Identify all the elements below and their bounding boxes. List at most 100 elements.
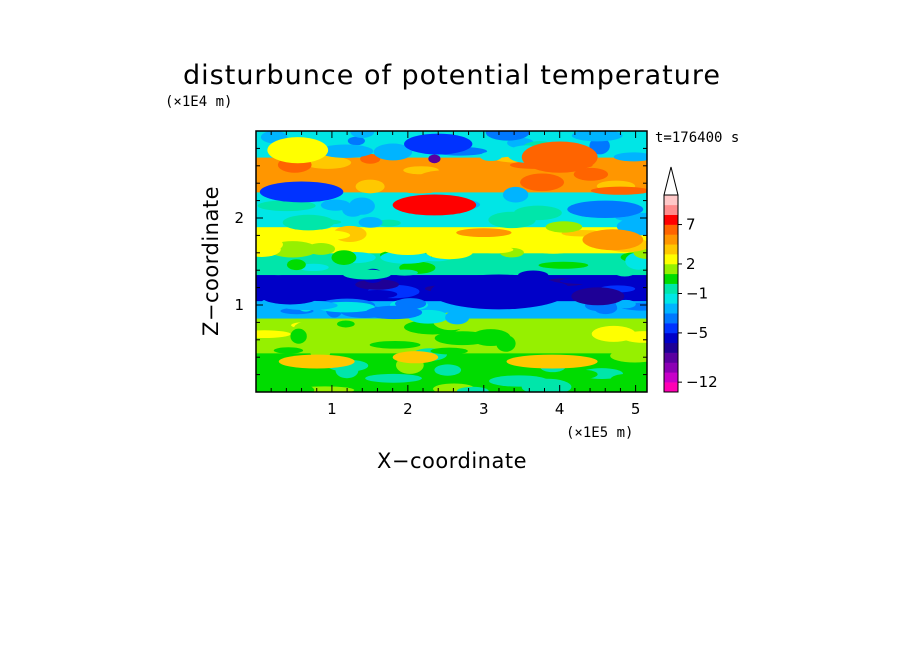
ripple [256,330,291,339]
ripple [545,221,583,233]
colorbar-segment [664,283,678,294]
colorbar-segment [664,234,678,245]
colorbar-segment [664,224,678,235]
ripple [298,263,329,272]
ripple [377,219,401,227]
colorbar-segment [664,313,678,324]
chart-title: disturbunce of potential temperature [183,60,721,91]
colorbar-segment [664,195,678,206]
colorbar-tick-label: −12 [686,373,718,391]
x-tick-label: 5 [631,400,641,418]
x-tick-label: 1 [327,400,337,418]
ripple [476,246,514,254]
ripple [320,199,351,211]
ripple [456,386,489,392]
colorbar-segment [664,293,678,304]
x-tick-label: 3 [479,400,489,418]
ripple [356,290,398,299]
ripple [445,310,470,325]
colorbar-tick-label: 2 [686,255,696,273]
ripple [256,336,277,344]
ripple [318,144,374,158]
plot-frame [255,130,648,393]
feature-0 [392,194,477,216]
ripple [610,373,647,385]
colorbar-segment [664,352,678,363]
colorbar-segment [664,332,678,344]
ripple [434,364,462,376]
ripple [456,228,512,238]
ripple [358,217,383,228]
colorbar-tick-label: −5 [686,324,708,342]
ripple [348,197,375,215]
ripple [485,131,530,141]
ripple [369,341,421,349]
ripple [295,219,342,226]
colorbar-segment [664,323,678,334]
colorbar-segment [664,244,678,255]
colorbar-segment [664,254,678,265]
ripple [615,299,636,309]
ripple [418,170,476,186]
ripple [476,261,497,273]
colorbar-segment [664,263,678,275]
ripple [337,320,355,328]
x-tick-label: 2 [403,400,413,418]
ripple [479,151,502,161]
feature-7 [430,274,568,310]
colorbar-segment [664,273,678,284]
ripple [365,373,422,383]
colorbar-segment [664,214,678,225]
ripple [360,153,381,164]
feature-1 [404,133,473,155]
ripple [430,347,468,355]
y-axis-label: Z−coordinate [199,186,223,336]
ripple [267,283,314,302]
ripple [268,383,315,392]
ripple [347,136,365,146]
ripple [331,250,357,265]
colorbar-segment [664,303,678,314]
y-tick-label: 1 [234,296,244,314]
x-axis-label: X−coordinate [377,449,527,473]
ripple [365,305,423,320]
colorbar-segment [664,382,678,393]
feature-3 [521,141,598,173]
feature-8 [278,354,355,369]
ripple [355,279,400,290]
colorbar-segment [664,204,678,215]
ripple [579,254,629,266]
ripple [614,268,635,277]
ripple [570,369,598,379]
feature-2 [428,154,441,164]
ripple [591,325,636,342]
ripple [590,186,647,195]
ripple [521,378,572,392]
ripple [571,131,623,142]
feature-5 [567,200,644,218]
colorbar-segment [664,362,678,373]
colorbar-segment [664,342,678,353]
contour-field [256,131,647,392]
colorbar-segment [664,372,678,383]
x-tick-label: 4 [555,400,565,418]
ripple [425,244,473,260]
ripple [434,331,491,346]
ripple [290,328,307,344]
ripple [571,287,625,306]
colorbar-extend-arrow [663,166,679,196]
feature-9 [506,354,598,369]
ripple [256,235,283,254]
time-label: t=176400 s [655,130,739,146]
colorbar-tick-label: −1 [686,285,708,303]
ripple [589,137,610,155]
feature-11 [582,229,644,251]
x-unit-label: (×1E5 m) [566,425,633,441]
ripple [373,143,413,161]
y-axis: 12 [234,147,647,376]
colorbar-tick-label: 7 [686,216,696,234]
ripple [390,244,418,254]
ripple [520,173,565,192]
ripple [610,348,647,363]
